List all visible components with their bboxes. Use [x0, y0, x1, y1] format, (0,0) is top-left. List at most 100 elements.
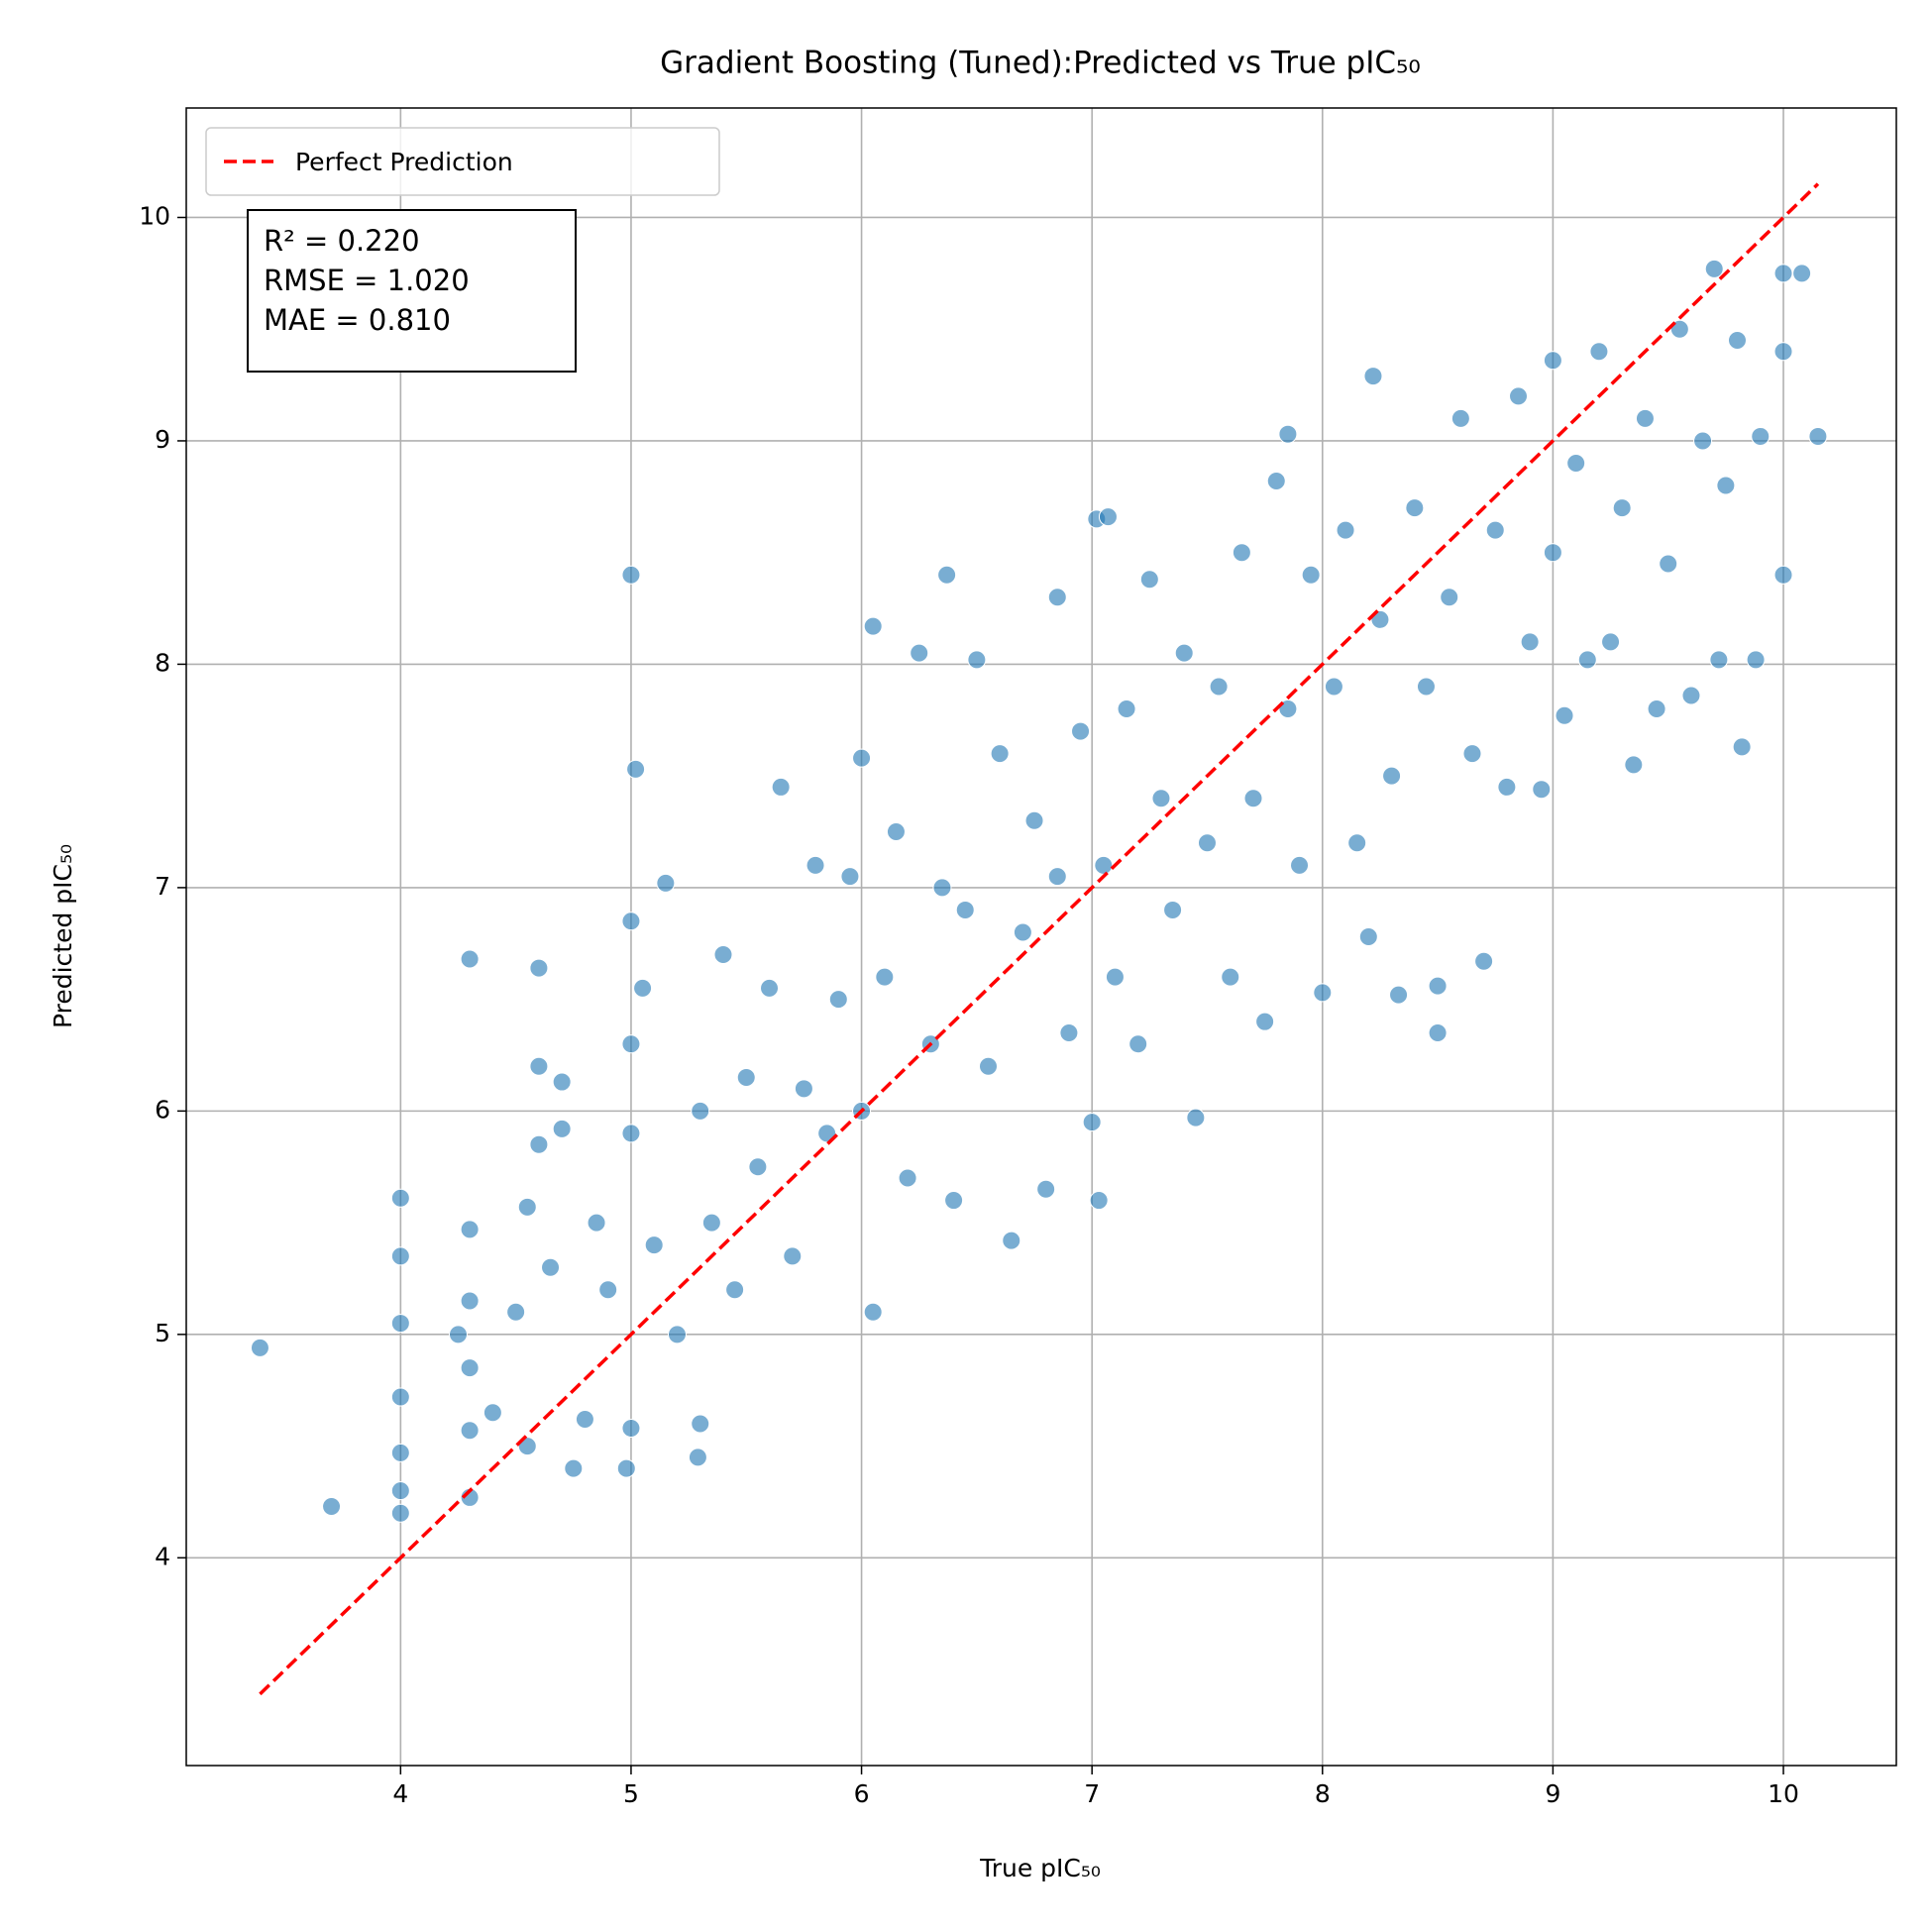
point — [1221, 967, 1240, 987]
point — [1082, 1113, 1102, 1132]
plot-frame — [185, 107, 1897, 1767]
point — [863, 616, 883, 636]
point — [460, 949, 480, 969]
point — [552, 1072, 572, 1092]
y-tick-label: 10 — [139, 201, 170, 230]
stats-text: RMSE = 1.020 — [264, 264, 470, 297]
point — [1704, 259, 1724, 278]
point — [483, 1403, 502, 1423]
point — [1624, 755, 1644, 775]
point — [1681, 686, 1701, 705]
point — [621, 912, 641, 931]
point — [390, 1314, 410, 1334]
stats-box — [247, 209, 577, 373]
point — [967, 650, 987, 670]
y-tick-label: 5 — [155, 1319, 170, 1347]
point — [1094, 855, 1114, 875]
point — [1232, 543, 1251, 563]
point — [688, 1448, 707, 1467]
point — [1543, 351, 1562, 371]
point — [1071, 721, 1091, 741]
point — [460, 1220, 480, 1239]
point — [1509, 386, 1529, 406]
point — [621, 1034, 641, 1054]
stats-text: MAE = 0.810 — [264, 303, 451, 337]
point — [1139, 570, 1159, 590]
point — [794, 1079, 813, 1099]
point — [1773, 342, 1793, 362]
y-tick-label: 4 — [155, 1542, 170, 1570]
point — [1266, 472, 1286, 491]
point — [1059, 1022, 1079, 1042]
y-tick-label: 9 — [155, 425, 170, 454]
point — [852, 748, 872, 768]
point — [932, 878, 952, 898]
point — [725, 1280, 745, 1300]
point — [621, 1124, 641, 1143]
point — [1151, 789, 1171, 808]
point — [1428, 976, 1448, 996]
point — [771, 777, 791, 797]
point — [691, 1101, 710, 1121]
point — [1440, 588, 1459, 607]
point — [1555, 705, 1574, 725]
point — [760, 978, 780, 998]
point — [828, 990, 848, 1010]
point — [1002, 1231, 1021, 1250]
point — [1520, 632, 1540, 652]
point — [656, 873, 676, 893]
point — [1543, 543, 1562, 563]
point — [1036, 1179, 1056, 1199]
point — [1792, 264, 1812, 283]
x-axis-label: True pIC₅₀ — [979, 1854, 1101, 1882]
legend-box — [205, 127, 720, 196]
point — [1209, 677, 1229, 697]
point — [1382, 766, 1402, 786]
stats-text: R² = 0.220 — [264, 224, 420, 258]
point — [1416, 677, 1436, 697]
point — [1324, 677, 1343, 697]
point — [875, 967, 895, 987]
y-tick-label: 6 — [155, 1095, 170, 1124]
point — [1612, 498, 1632, 518]
point — [1773, 264, 1793, 283]
point — [805, 855, 825, 875]
point — [587, 1213, 606, 1233]
point — [1013, 922, 1032, 942]
point — [517, 1197, 537, 1217]
point — [1105, 967, 1125, 987]
point — [1751, 426, 1771, 446]
point — [529, 958, 549, 978]
point — [990, 744, 1010, 764]
x-tick-label: 9 — [1545, 1779, 1560, 1808]
y-axis-label: Predicted pIC₅₀ — [49, 844, 77, 1028]
point — [1589, 342, 1609, 362]
point — [944, 1191, 964, 1211]
point — [322, 1496, 342, 1516]
point — [1732, 737, 1752, 757]
point — [1709, 650, 1729, 670]
y-tick-label: 8 — [155, 648, 170, 677]
point — [541, 1257, 561, 1277]
point — [616, 1458, 636, 1478]
reference-line — [259, 182, 1820, 1696]
point — [1163, 900, 1183, 919]
point — [1047, 867, 1067, 887]
point — [783, 1246, 803, 1266]
point — [529, 1056, 549, 1076]
point — [1128, 1034, 1148, 1054]
point — [1301, 565, 1321, 585]
point — [626, 759, 646, 779]
point — [460, 1291, 480, 1311]
point — [1047, 588, 1067, 607]
point — [1497, 777, 1517, 797]
point — [748, 1157, 768, 1177]
point — [713, 945, 733, 965]
point — [1255, 1012, 1275, 1031]
point — [1746, 650, 1766, 670]
point — [955, 900, 975, 919]
point — [390, 1481, 410, 1501]
point — [667, 1325, 687, 1344]
legend-label: Perfect Prediction — [295, 148, 513, 176]
